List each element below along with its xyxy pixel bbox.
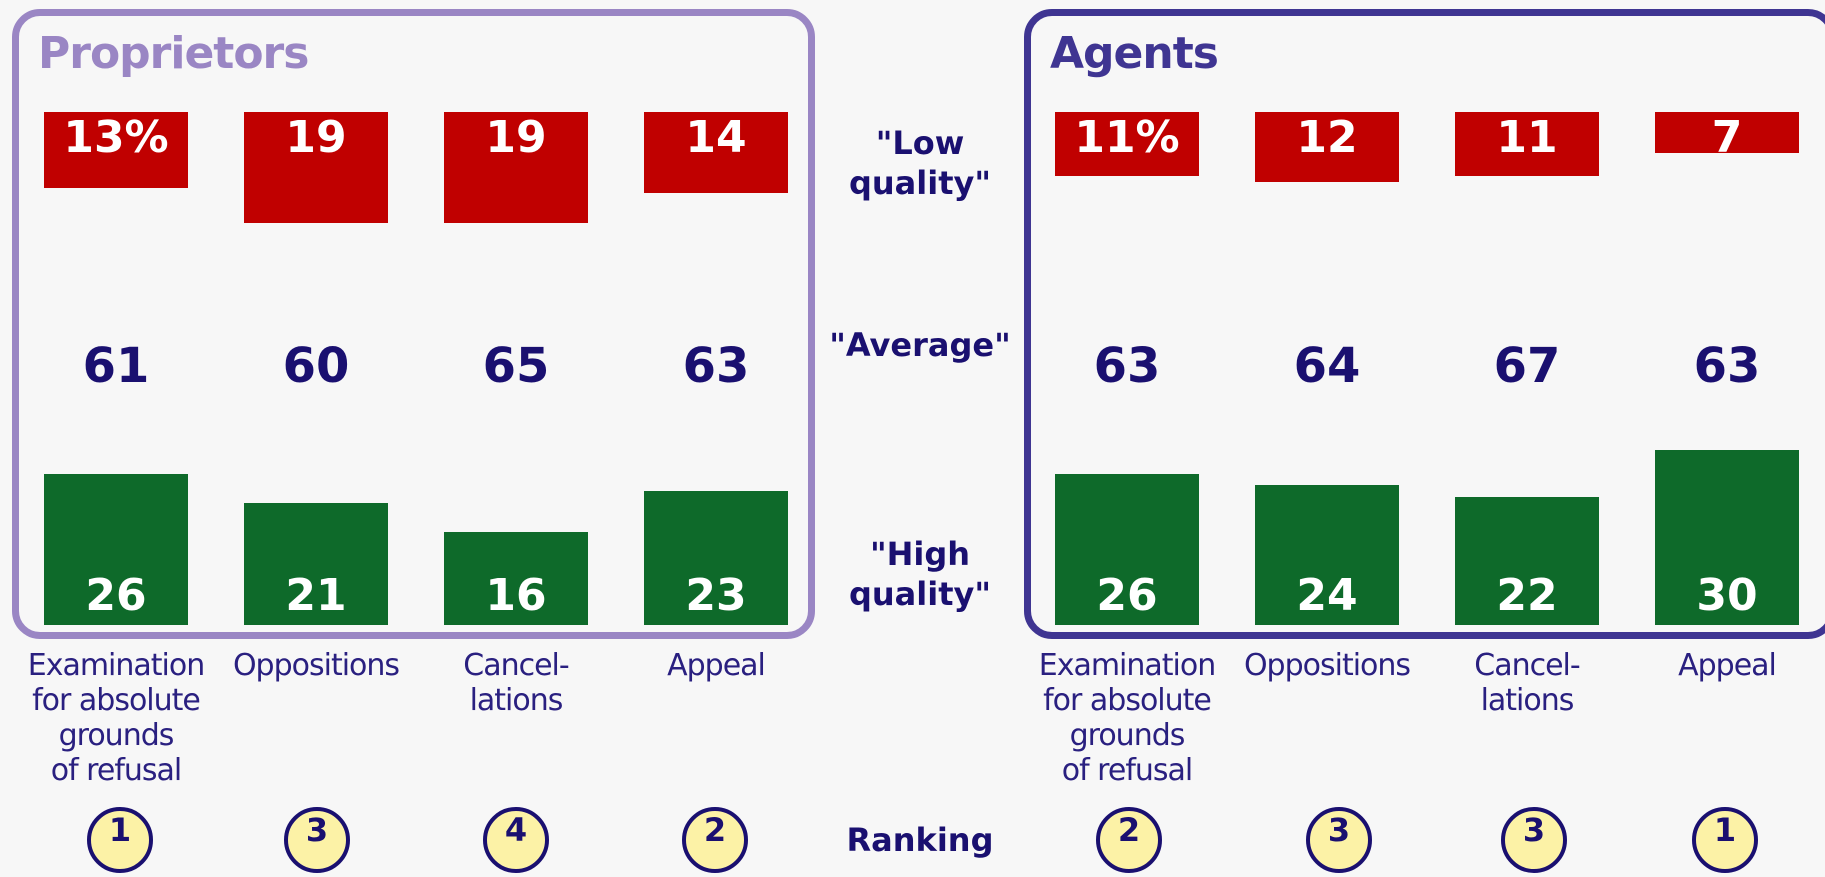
high-quality-bar xyxy=(44,473,188,625)
high-quality-bar xyxy=(1255,485,1399,625)
panel-title: Proprietors xyxy=(38,28,309,79)
high-quality-bar xyxy=(244,502,388,625)
high-quality-label: 22 xyxy=(1496,570,1558,621)
category-label: Cancel- lations xyxy=(463,648,569,718)
high-quality-label: 21 xyxy=(285,570,347,621)
low-quality-label: 19 xyxy=(485,112,547,163)
ranking-circle: 3 xyxy=(1501,807,1567,873)
low-quality-label: 7 xyxy=(1711,112,1743,163)
low-quality-bar xyxy=(1455,112,1599,177)
category-label: Appeal xyxy=(1678,648,1777,683)
low-quality-label: 12 xyxy=(1296,112,1358,163)
average-value: 61 xyxy=(82,338,150,394)
low-quality-label: 11 xyxy=(1496,112,1558,163)
average-value: 63 xyxy=(1693,338,1761,394)
ranking-circle: 2 xyxy=(1096,807,1162,873)
low-quality-label: 11% xyxy=(1074,112,1180,163)
category-label: Cancel- lations xyxy=(1474,648,1580,718)
low-quality-bar xyxy=(1655,112,1799,153)
row-label: "Average" xyxy=(829,326,1011,364)
row-label: "High quality" xyxy=(848,535,992,613)
ranking-circle: 4 xyxy=(483,807,549,873)
average-value: 60 xyxy=(282,338,350,394)
low-quality-bar xyxy=(44,112,188,188)
average-value: 63 xyxy=(682,338,750,394)
category-label: Examination for absolute grounds of refu… xyxy=(1038,648,1217,788)
low-quality-bar xyxy=(644,112,788,194)
ranking-circle: 2 xyxy=(682,807,748,873)
ranking-circle: 1 xyxy=(87,807,153,873)
average-value: 65 xyxy=(482,338,550,394)
low-quality-bar xyxy=(244,112,388,223)
high-quality-bar xyxy=(444,531,588,625)
category-label: Oppositions xyxy=(232,648,400,683)
row-label: "Low quality" xyxy=(848,124,992,202)
high-quality-label: 16 xyxy=(485,570,547,621)
high-quality-bar xyxy=(1655,450,1799,625)
high-quality-bar xyxy=(644,491,788,625)
high-quality-bar xyxy=(1055,473,1199,625)
high-quality-label: 24 xyxy=(1296,570,1358,621)
category-label: Appeal xyxy=(667,648,766,683)
ranking-circle: 3 xyxy=(1306,807,1372,873)
low-quality-bar xyxy=(1255,112,1399,182)
low-quality-label: 13% xyxy=(63,112,169,163)
category-label: Oppositions xyxy=(1243,648,1411,683)
high-quality-bar xyxy=(1455,496,1599,625)
high-quality-label: 30 xyxy=(1696,570,1758,621)
high-quality-label: 23 xyxy=(685,570,747,621)
ranking-circle: 3 xyxy=(284,807,350,873)
average-value: 63 xyxy=(1093,338,1161,394)
average-value: 64 xyxy=(1293,338,1361,394)
high-quality-label: 26 xyxy=(1096,570,1158,621)
high-quality-label: 26 xyxy=(85,570,147,621)
panel-frame xyxy=(12,9,815,639)
average-value: 67 xyxy=(1493,338,1561,394)
low-quality-bar xyxy=(444,112,588,223)
low-quality-bar xyxy=(1055,112,1199,177)
panel-title: Agents xyxy=(1050,28,1219,79)
row-label: Ranking xyxy=(846,821,994,859)
low-quality-label: 14 xyxy=(685,112,747,163)
low-quality-label: 19 xyxy=(285,112,347,163)
ranking-circle: 1 xyxy=(1692,807,1758,873)
category-label: Examination for absolute grounds of refu… xyxy=(27,648,206,788)
panel-frame xyxy=(1024,9,1825,639)
